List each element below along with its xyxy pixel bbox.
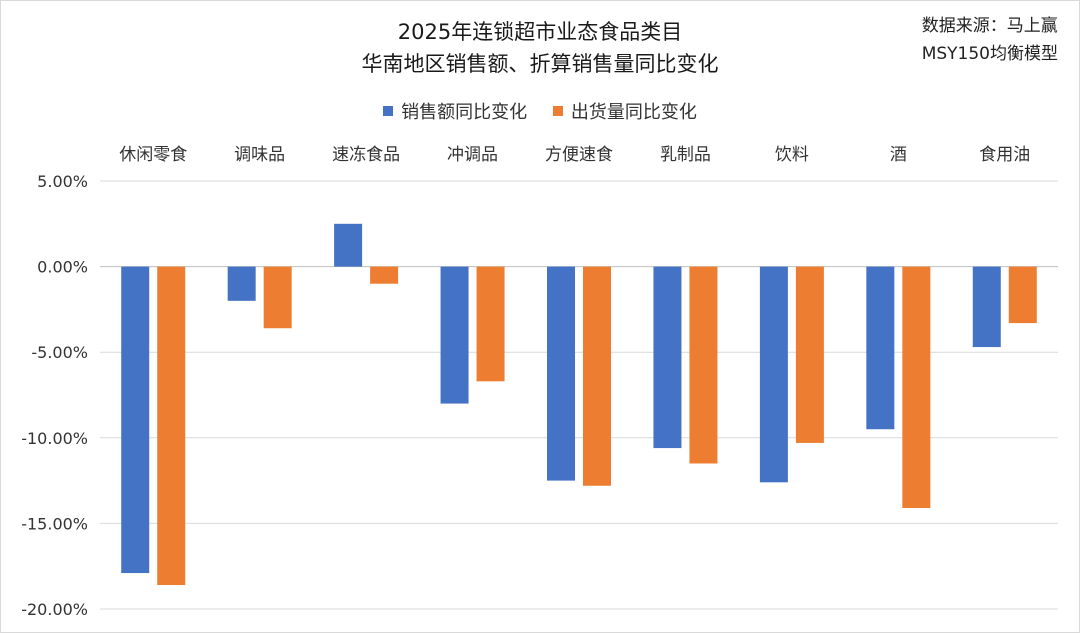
- bar-volume: [795, 266, 824, 443]
- chart-title-line1: 2025年连锁超市业态食品类目: [397, 20, 683, 44]
- bar-volume: [157, 266, 186, 586]
- legend-item-sales: 销售额同比变化: [383, 98, 527, 124]
- bar-sales: [759, 266, 788, 483]
- bar-volume: [476, 266, 505, 382]
- y-tick-label: -20.00%: [21, 600, 88, 619]
- y-tick-label: -15.00%: [21, 514, 88, 533]
- category-label: 方便速食: [545, 145, 613, 165]
- y-tick-label: 5.00%: [37, 172, 88, 191]
- bar-sales: [121, 266, 150, 574]
- category-label: 酒: [890, 145, 907, 165]
- bar-volume: [583, 266, 611, 486]
- y-tick-label: -5.00%: [31, 343, 88, 362]
- source-line1: 数据来源：马上赢: [921, 16, 1058, 36]
- bar-sales: [653, 266, 682, 449]
- legend-swatch-volume: [552, 106, 563, 116]
- legend-label-volume: 出货量同比变化: [570, 102, 697, 123]
- data-source-note: 数据来源：马上赢 MSY150均衡模型: [922, 12, 1058, 68]
- bar-volume: [902, 266, 931, 508]
- bar-volume: [689, 266, 718, 464]
- legend-item-volume: 出货量同比变化: [552, 98, 697, 124]
- legend-label-sales: 销售额同比变化: [401, 102, 528, 123]
- legend-swatch-sales: [383, 106, 394, 116]
- bar-sales: [866, 266, 895, 430]
- category-label: 食用油: [979, 145, 1030, 165]
- y-tick-label: -10.00%: [21, 429, 88, 448]
- bar-sales: [334, 223, 363, 267]
- bar-sales: [972, 266, 1001, 348]
- bar-sales: [440, 266, 469, 404]
- bar-volume: [370, 266, 399, 284]
- chart-title: 2025年连锁超市业态食品类目 华南地区销售额、折算销售量同比变化: [300, 16, 780, 80]
- category-label: 乳制品: [660, 145, 711, 165]
- bar-sales: [227, 266, 256, 301]
- category-label: 休闲零食: [119, 145, 187, 165]
- source-line2: MSY150均衡模型: [921, 44, 1058, 64]
- bar-volume: [1008, 266, 1037, 324]
- chart-legend: 销售额同比变化 出货量同比变化: [0, 98, 1080, 124]
- category-label: 调味品: [234, 145, 285, 165]
- bar-volume: [263, 266, 292, 329]
- y-tick-label: 0.00%: [37, 258, 88, 277]
- category-label: 速冻食品: [332, 145, 400, 165]
- category-label: 冲调品: [447, 145, 498, 165]
- bar-sales: [547, 266, 575, 481]
- category-label: 饮料: [775, 145, 809, 165]
- chart-title-line2: 华南地区销售额、折算销售量同比变化: [361, 52, 719, 76]
